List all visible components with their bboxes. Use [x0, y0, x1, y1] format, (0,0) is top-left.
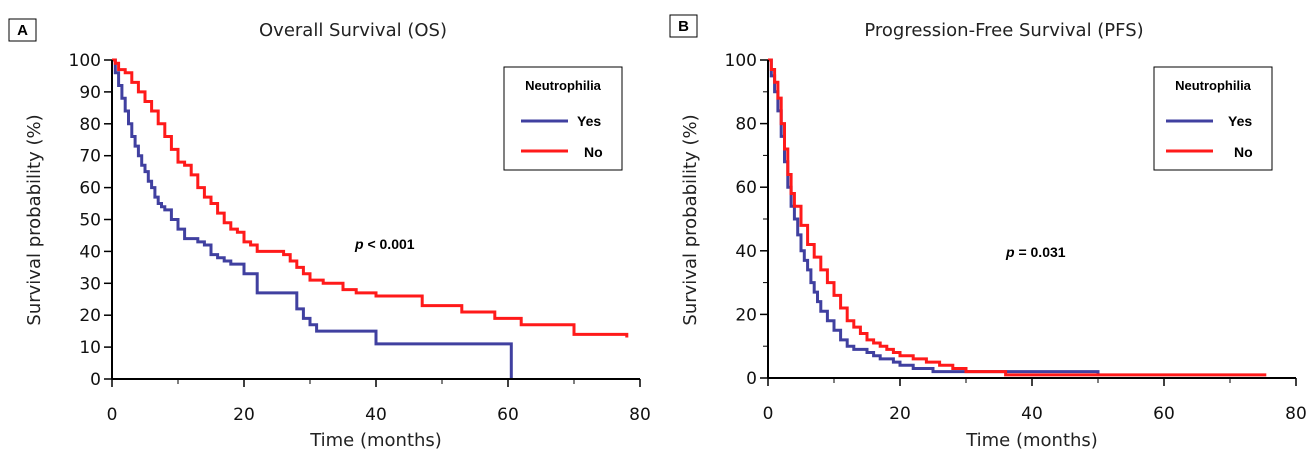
panel-a-os: A Overall Survival (OS) 0 20 40 60 80 0 10 20 3… [8, 18, 651, 451]
survival-curve-no [112, 58, 629, 338]
y-tick-label: 70 [79, 147, 101, 167]
survival-curve-yes [768, 58, 1100, 375]
x-tick-label: 60 [497, 405, 519, 425]
y-tick-label: 60 [79, 179, 101, 199]
y-tick-label: 20 [79, 306, 101, 326]
y-tick-label: 0 [90, 370, 101, 390]
y-axis: 0 10 20 30 40 50 60 70 80 90 100 [69, 51, 112, 390]
chart-title: Progression-Free Survival (PFS) [864, 20, 1143, 41]
x-tick-label: 0 [107, 405, 118, 425]
x-axis: 0 20 40 60 80 [763, 378, 1306, 424]
panel-letter: A [17, 22, 28, 39]
y-axis-label: Survival probability (%) [24, 114, 45, 325]
survival-curve-no [768, 58, 1267, 377]
y-tick-label: 20 [735, 305, 757, 325]
panel-letter-box [8, 18, 37, 42]
panel-b-pfs: B Progression-Free Survival (PFS) 0 20 40 6… [669, 14, 1306, 451]
legend: Neutrophilia Yes No [503, 66, 623, 171]
y-tick-label: 10 [79, 338, 101, 358]
y-tick-label: 30 [79, 274, 101, 294]
legend-title: Neutrophilia [1175, 78, 1252, 93]
x-tick-label: 20 [889, 404, 911, 424]
y-tick-label: 80 [735, 115, 757, 135]
legend-label-yes: Yes [577, 113, 601, 129]
y-tick-label: 50 [79, 211, 101, 231]
survival-curves [768, 58, 1267, 377]
y-tick-label: 40 [735, 242, 757, 262]
legend-title: Neutrophilia [525, 78, 602, 93]
p-value-symbol: p [1005, 244, 1015, 260]
panel-letter-box [669, 14, 698, 38]
y-tick-label: 100 [725, 51, 757, 71]
p-value-text: = 0.031 [1015, 244, 1066, 260]
legend-label-yes: Yes [1228, 113, 1252, 129]
y-tick-label: 100 [69, 51, 101, 71]
y-tick-label: 80 [79, 115, 101, 135]
legend-box [1153, 66, 1273, 171]
y-axis: 0 20 40 60 80 100 [725, 51, 768, 389]
x-tick-label: 60 [1153, 404, 1175, 424]
x-axis-label: Time (months) [965, 430, 1098, 451]
y-tick-label: 90 [79, 83, 101, 103]
panel-letter: B [678, 18, 689, 35]
legend-label-no: No [584, 144, 603, 160]
y-axis-label: Survival probability (%) [680, 114, 701, 325]
x-tick-label: 20 [233, 405, 255, 425]
survival-curve-yes [112, 58, 513, 379]
y-tick-label: 60 [735, 178, 757, 198]
x-axis-label: Time (months) [309, 430, 442, 451]
legend-label-no: No [1234, 144, 1253, 160]
x-tick-label: 40 [1021, 404, 1043, 424]
x-tick-label: 40 [365, 405, 387, 425]
p-value: p = 0.031 [1005, 244, 1066, 260]
x-axis: 0 20 40 60 80 [107, 379, 651, 425]
y-tick-label: 40 [79, 242, 101, 262]
survival-curves [112, 58, 629, 379]
x-tick-label: 80 [629, 405, 651, 425]
legend-box [503, 66, 623, 171]
chart-title: Overall Survival (OS) [259, 20, 447, 41]
x-tick-label: 80 [1285, 404, 1306, 424]
y-tick-label: 0 [746, 369, 757, 389]
p-value-text: < 0.001 [364, 236, 415, 252]
p-value: p < 0.001 [354, 236, 415, 252]
legend: Neutrophilia Yes No [1153, 66, 1273, 171]
p-value-symbol: p [354, 236, 364, 252]
x-tick-label: 0 [763, 404, 774, 424]
